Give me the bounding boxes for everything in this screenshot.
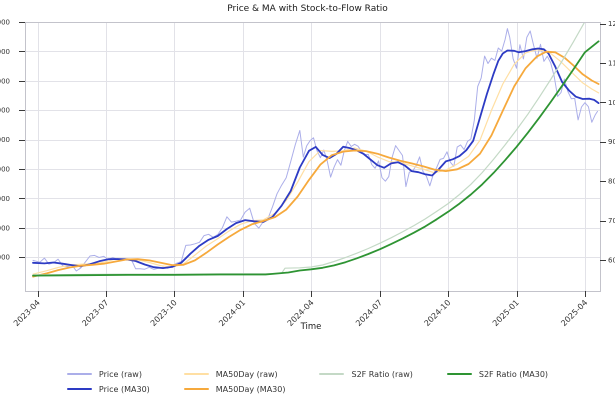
- y-tick-label-left: 110000: [0, 19, 10, 27]
- series-s2f_raw: [32, 22, 586, 276]
- y-tick-label-left: 90000: [0, 77, 10, 85]
- y-tick-label-right: 60: [608, 256, 615, 264]
- tick-marks: [19, 22, 606, 297]
- y-tick-label-left: 40000: [0, 224, 10, 232]
- legend-label-price-raw: Price (raw): [98, 369, 142, 379]
- y-tick-label-right: 110: [608, 59, 615, 67]
- legend-column-4: S2F Ratio (MA30): [446, 368, 549, 395]
- series-price_ma30: [32, 47, 600, 269]
- y-tick-label-left: 50000: [0, 195, 10, 203]
- legend-item-ma50-raw: MA50Day (raw): [183, 368, 286, 380]
- legend-item-s2f-raw: S2F Ratio (raw): [319, 368, 413, 380]
- legend: Price (raw) Price (MA30) MA50Day (raw) M…: [0, 368, 615, 395]
- series-lines: [32, 22, 600, 278]
- legend-item-s2f-ma30: S2F Ratio (MA30): [446, 368, 549, 380]
- legend-swatch-price-ma30: [66, 388, 92, 390]
- y-tick-label-left: 100000: [0, 48, 10, 56]
- y-tick-label-right: 120: [608, 20, 615, 28]
- legend-swatch-ma50-raw: [183, 373, 209, 375]
- y-tick-label-right: 80: [608, 178, 615, 186]
- x-axis-title: Time: [300, 322, 322, 332]
- legend-column-3: S2F Ratio (raw): [319, 368, 413, 395]
- y-tick-label-left: 60000: [0, 165, 10, 173]
- legend-item-price-raw: Price (raw): [66, 368, 150, 380]
- legend-label-ma50-raw: MA50Day (raw): [215, 369, 278, 379]
- y-tick-label-right: 90: [608, 138, 615, 146]
- series-ma50_ma30: [32, 50, 600, 278]
- legend-swatch-price-raw: [66, 373, 92, 375]
- legend-label-price-ma30: Price (MA30): [98, 384, 150, 394]
- legend-label-ma50-ma30: MA50Day (MA30): [215, 384, 286, 394]
- y-tick-label-left: 30000: [0, 254, 10, 262]
- plot-frame: [25, 22, 601, 292]
- legend-item-ma50-ma30: MA50Day (MA30): [183, 383, 286, 395]
- series-s2f_ma30: [32, 40, 600, 277]
- legend-column-1: Price (raw) Price (MA30): [66, 368, 150, 395]
- legend-item-price-ma30: Price (MA30): [66, 383, 150, 395]
- series-ma50_raw: [32, 49, 600, 275]
- legend-swatch-s2f-ma30: [446, 373, 472, 375]
- legend-swatch-s2f-raw: [319, 373, 345, 375]
- gridlines: [25, 22, 600, 291]
- legend-swatch-ma50-ma30: [183, 388, 209, 390]
- chart-title: Price & MA with Stock-to-Flow Ratio: [227, 4, 388, 14]
- y-tick-label-right: 100: [608, 99, 615, 107]
- y-tick-label-right: 70: [608, 217, 615, 225]
- legend-label-s2f-raw: S2F Ratio (raw): [351, 369, 413, 379]
- legend-column-2: MA50Day (raw) MA50Day (MA30): [183, 368, 286, 395]
- y-tick-label-left: 80000: [0, 107, 10, 115]
- series-price_raw: [32, 28, 598, 272]
- legend-label-s2f-ma30: S2F Ratio (MA30): [478, 369, 549, 379]
- y-tick-label-left: 70000: [0, 136, 10, 144]
